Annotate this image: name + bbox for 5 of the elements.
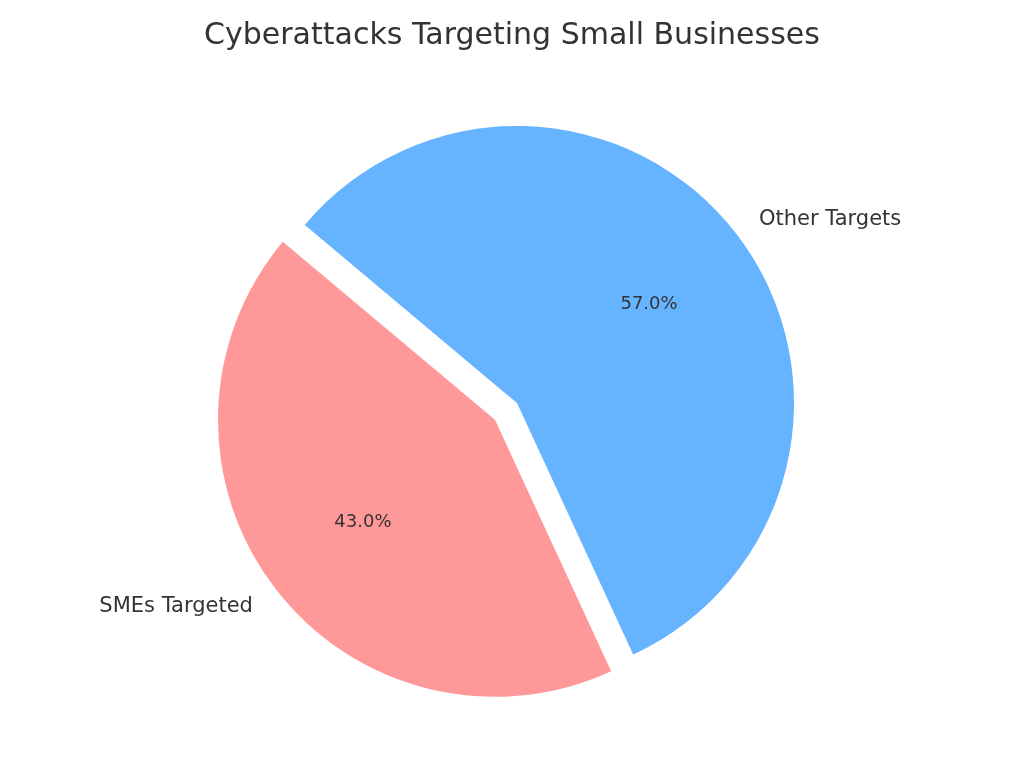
data-label: 57.0% — [620, 291, 678, 313]
slice-label: Other Targets — [759, 205, 902, 230]
chart-title: Cyberattacks Targeting Small Businesses — [203, 16, 821, 51]
slice-label: SMEs Targeted — [99, 592, 253, 617]
data-label: 43.0% — [334, 510, 392, 532]
